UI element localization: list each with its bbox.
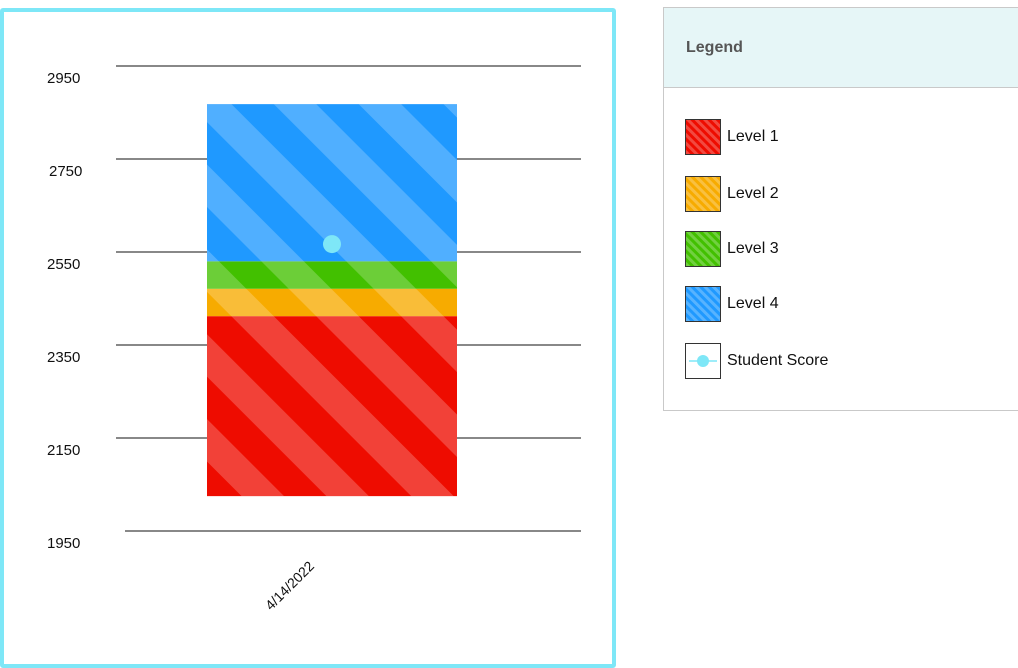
legend-panel: Legend Level 1 Level 2 Level 3 Level 4 Stude… [663, 7, 1018, 411]
legend-label: Level 2 [727, 185, 779, 202]
level-3-swatch-icon [685, 231, 721, 267]
y-tick-label: 2750 [49, 163, 82, 180]
legend-item-student-score[interactable]: Student Score [685, 342, 828, 380]
y-tick-label: 2350 [47, 349, 80, 366]
level-2-swatch-icon [685, 176, 721, 212]
level-band-stripes [207, 316, 457, 497]
student-score-point[interactable] [323, 235, 341, 254]
x-tick-label: 4/14/2022 [262, 558, 318, 614]
legend-title: Legend [686, 38, 743, 56]
legend-item-level-3[interactable]: Level 3 [685, 230, 779, 268]
legend-label: Level 1 [727, 128, 779, 145]
level-4-swatch-icon [685, 286, 721, 322]
legend-item-level-2[interactable]: Level 2 [685, 175, 779, 213]
legend-label: Student Score [727, 352, 829, 369]
y-tick-label: 2950 [47, 70, 80, 87]
level-band-stripes [207, 261, 457, 289]
legend-label: Level 4 [727, 295, 779, 312]
level-1-swatch-icon [685, 119, 721, 155]
y-tick-label: 2550 [47, 256, 80, 273]
level-band-stripes [207, 288, 457, 317]
legend-header: Legend [664, 8, 1018, 88]
legend-label: Level 3 [727, 240, 779, 257]
score-chart: 1950 2150 2350 2550 2750 2950 4/14/2022 [47, 65, 581, 614]
score-marker-icon [685, 343, 721, 379]
legend-item-level-1[interactable]: Level 1 [685, 118, 779, 156]
legend-item-level-4[interactable]: Level 4 [685, 285, 779, 323]
y-tick-label: 1950 [47, 535, 80, 552]
y-tick-label: 2150 [47, 442, 80, 459]
